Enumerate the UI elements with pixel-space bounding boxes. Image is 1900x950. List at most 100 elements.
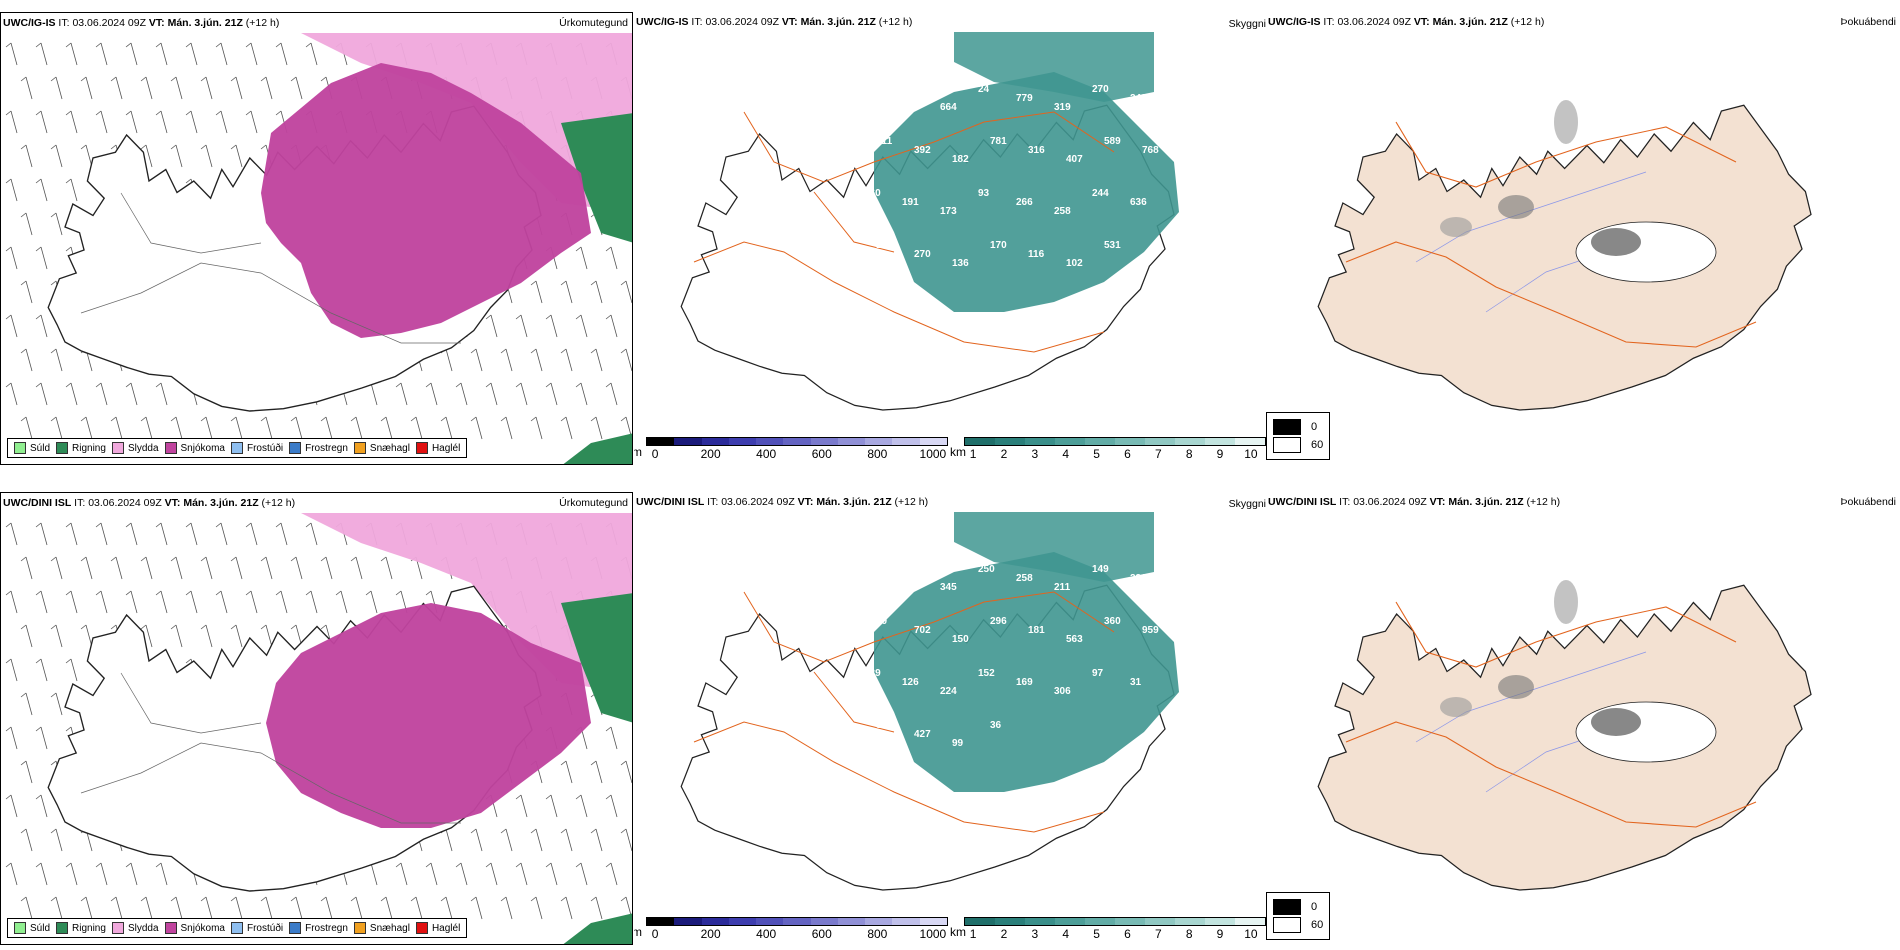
legend-item: Snjókoma <box>164 442 225 454</box>
colorbar-tick: 1 <box>969 447 977 461</box>
ceiling-value-label: 316 <box>1028 145 1045 156</box>
ceiling-value-label: 703 <box>902 93 919 104</box>
ceiling-value-label: 664 <box>940 102 957 113</box>
colorbar-tick: 5 <box>1093 927 1100 941</box>
ceiling-value-label: 169 <box>1016 677 1033 688</box>
ceiling-value-label: 344 <box>876 720 893 731</box>
ceiling-value-label: 36 <box>990 720 1002 731</box>
legend-swatch <box>111 442 124 454</box>
colorbar-unit: m <box>634 445 642 459</box>
fog-indicator-areas <box>1440 580 1717 763</box>
legend-swatch <box>230 922 243 934</box>
ceiling-value-label: 392 <box>914 145 931 156</box>
colorbar-unit: km <box>950 445 966 459</box>
legend-label: Slydda <box>127 442 159 454</box>
panel-title: UWC/IG-IS IT: 03.06.2024 09Z VT: Mán. 3.… <box>636 16 913 28</box>
precip-type-map <box>5 513 632 944</box>
land-outline <box>1317 584 1812 891</box>
ceiling-value-label: 160 <box>864 188 881 199</box>
visibility-panel-1: UWC/IG-IS IT: 03.06.2024 09Z VT: Mán. 3.… <box>634 12 1266 465</box>
legend-item: Frostúði <box>230 922 283 934</box>
legend-swatch <box>14 442 26 454</box>
legend-label: Rigning <box>72 442 106 454</box>
ceiling-value-label: 702 <box>914 625 931 636</box>
colorbar-tick: 6 <box>1124 927 1131 941</box>
visibility-colorbar: km 1 2 3 4 5 6 7 8 9 10 <box>950 437 1266 461</box>
ceiling-value-label: 181 <box>1028 625 1045 636</box>
ceiling-value-label: 150 <box>952 634 969 645</box>
legend-label: Rigning <box>72 922 106 934</box>
ceiling-value-label: 152 <box>978 668 995 679</box>
legend-label: Snjókoma <box>180 442 225 454</box>
ceiling-value-label: 531 <box>1104 240 1121 251</box>
legend-swatch <box>289 442 302 454</box>
colorbar-tick: 3 <box>1031 927 1039 941</box>
ceiling-value-label: 31 <box>1130 677 1142 688</box>
low-vis-land-area <box>874 552 1179 792</box>
legend-item: Snæhagl <box>353 442 410 454</box>
ceiling-value-label: 306 <box>1054 686 1071 697</box>
ceiling-value-label: 93 <box>978 188 990 199</box>
panel-name: Þokuábendi <box>1840 16 1896 28</box>
ceiling-value-label: 182 <box>952 154 969 165</box>
legend-item: Rigning <box>56 442 106 454</box>
legend-swatch <box>164 922 177 934</box>
fog-legend-label: 0 <box>1311 421 1318 433</box>
ceiling-value-label: 258 <box>1016 573 1033 584</box>
panel-title: UWC/DINI ISL IT: 03.06.2024 09Z VT: Mán.… <box>3 497 296 509</box>
colorbar-tick: 10 <box>1244 447 1258 461</box>
legend-swatch <box>353 442 366 454</box>
panel-title: UWC/DINI ISL IT: 03.06.2024 09Z VT: Mán.… <box>1268 496 1561 508</box>
ceiling-value-label: 191 <box>902 197 919 208</box>
colorbar-gradient <box>646 917 948 926</box>
ceiling-value-label: 99 <box>952 738 964 749</box>
panel-name: Úrkomutegund <box>559 17 628 29</box>
colorbar-tick: 8 <box>1185 927 1193 941</box>
ceiling-value-label: 319 <box>1054 102 1071 113</box>
fog-legend-label: 60 <box>1311 919 1324 931</box>
legend-item: Slydda <box>111 442 159 454</box>
legend-item: Rigning <box>56 922 106 934</box>
colorbar-tick: 6 <box>1124 447 1131 461</box>
colorbar-tick: 9 <box>1216 447 1224 461</box>
ceiling-value-label: 296 <box>990 616 1007 627</box>
precip-legend: Súld Rigning Slydda Snjókoma Frostúði Frostre… <box>7 438 468 458</box>
colorbar-unit: m <box>634 925 642 939</box>
low-vis-sea-area <box>954 32 1154 102</box>
fog-legend-item: 0 <box>1273 419 1323 435</box>
ceiling-value-label: 768 <box>1142 145 1159 156</box>
panel-name: Þokuábendi <box>1840 496 1896 508</box>
colorbar-tick: 2 <box>1000 927 1008 941</box>
ceiling-value-label: 250 <box>978 564 995 575</box>
precip-type-panel-1: UWC/IG-IS IT: 03.06.2024 09Z VT: Mán. 3.… <box>0 12 633 465</box>
colorbar-tick: 2 <box>1000 447 1008 461</box>
road-network <box>693 111 1115 353</box>
legend-label: Frostregn <box>305 442 348 454</box>
legend-swatch <box>230 442 243 454</box>
ceiling-value-label: 563 <box>1066 634 1083 645</box>
ceiling-value-label: 239 <box>864 668 881 679</box>
ceiling-value-label: 24 <box>978 84 990 95</box>
colorbar-unit: km <box>950 925 966 939</box>
panel-name: Skyggni <box>1228 18 1266 30</box>
legend-swatch <box>56 922 69 934</box>
rain-area-bottom <box>563 433 632 464</box>
fog-legend: 0 60 <box>1266 892 1331 940</box>
legend-label: Haglél <box>431 922 461 934</box>
colorbar-tick: 4 <box>1062 447 1070 461</box>
colorbar-tick: 3 <box>1031 447 1039 461</box>
ceiling-value-label: 30 <box>876 616 888 627</box>
visibility-panel-2: UWC/DINI ISL IT: 03.06.2024 09Z VT: Mán.… <box>634 492 1266 945</box>
ceiling-value-label: 407 <box>1066 154 1083 165</box>
legend-item: Haglél <box>415 922 461 934</box>
legend-label: Frostúði <box>246 442 284 454</box>
legend-item: Frostregn <box>289 442 348 454</box>
ceiling-value-label: 126 <box>902 677 919 688</box>
legend-item: Haglél <box>415 442 460 454</box>
ceiling-labels: 996 685 345 250 258 211 149 231 30 702 150 296 181 56… <box>864 564 1159 749</box>
ceiling-value-label: 170 <box>990 240 1007 251</box>
colorbar-tick: 800 <box>867 447 888 461</box>
ceiling-value-label: 345 <box>940 582 957 593</box>
ceiling-value-label: 986 <box>864 84 881 95</box>
legend-swatch <box>164 442 177 454</box>
